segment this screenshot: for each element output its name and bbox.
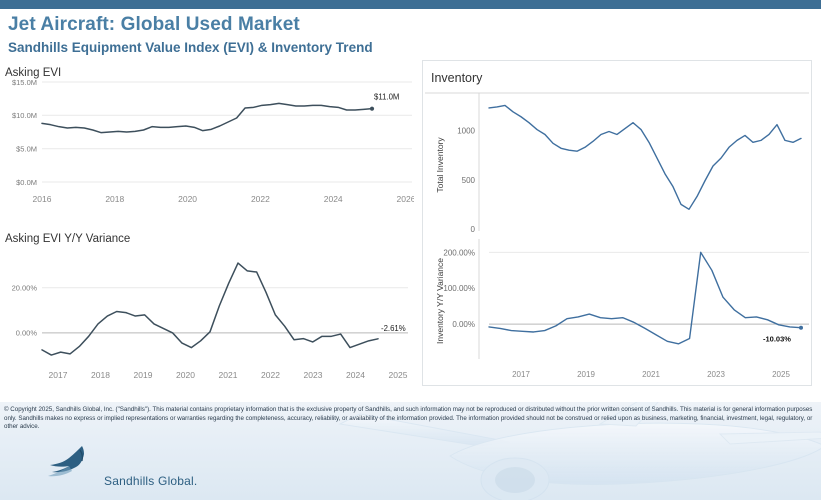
panel-asking-evi-variance: Asking EVI Y/Y Variance 0.00% 20.00% -2.6… (0, 232, 414, 387)
svg-text:20.00%: 20.00% (12, 284, 38, 293)
crane-bird-icon (48, 446, 84, 477)
svg-text:500: 500 (462, 176, 476, 185)
logo-text: Sandhills Global. (104, 474, 198, 488)
chart-title-asking-evi: Asking EVI (5, 67, 62, 79)
copyright-text: © Copyright 2025, Sandhills Global, Inc.… (4, 406, 813, 431)
svg-text:$10.0M: $10.0M (12, 111, 37, 120)
chart-asking-evi-variance: 0.00% 20.00% -2.61% 2017 2018 2019 2020 2021 2… (12, 262, 408, 380)
svg-text:2016: 2016 (33, 194, 52, 204)
svg-text:2021: 2021 (219, 370, 238, 380)
data-label-asking-evi-variance: -2.61% (381, 324, 406, 333)
chart-asking-evi: $0.0M $5.0M $10.0M $15.0M $11.0M 2016 2018 20… (12, 78, 414, 204)
data-label-inventory-variance: -10.03% (763, 335, 791, 344)
panel-asking-evi: Asking EVI $0.0M $5.0M $10.0M $15.0M $11.0M… (0, 64, 414, 229)
sandhills-logo: Sandhills Global. (38, 444, 238, 496)
svg-text:100.00%: 100.00% (443, 284, 475, 293)
svg-text:0.00%: 0.00% (16, 329, 38, 338)
svg-text:0: 0 (471, 225, 476, 234)
svg-text:2020: 2020 (176, 370, 195, 380)
chart-title-asking-evi-variance: Asking EVI Y/Y Variance (5, 233, 131, 245)
svg-text:2021: 2021 (642, 370, 660, 379)
svg-text:$0.0M: $0.0M (16, 178, 37, 187)
svg-text:200.00%: 200.00% (443, 248, 475, 257)
svg-text:2022: 2022 (261, 370, 280, 380)
svg-text:2022: 2022 (251, 194, 270, 204)
jet-aircraft-watermark (338, 402, 821, 500)
svg-text:2024: 2024 (346, 370, 365, 380)
svg-text:2020: 2020 (178, 194, 197, 204)
svg-text:2025: 2025 (772, 370, 790, 379)
footer: © Copyright 2025, Sandhills Global, Inc.… (0, 402, 821, 500)
svg-text:2019: 2019 (134, 370, 153, 380)
svg-text:2025: 2025 (389, 370, 408, 380)
page-subtitle: Sandhills Equipment Value Index (EVI) & … (8, 40, 373, 55)
svg-text:1000: 1000 (457, 127, 475, 136)
svg-text:2023: 2023 (304, 370, 323, 380)
page-title: Jet Aircraft: Global Used Market (8, 14, 300, 35)
svg-text:$5.0M: $5.0M (16, 145, 37, 154)
svg-text:2019: 2019 (577, 370, 595, 379)
svg-text:$15.0M: $15.0M (12, 78, 37, 87)
svg-text:2026: 2026 (397, 194, 414, 204)
panel-inventory: Inventory 0 500 1000 Total Inventory 0.00%… (422, 60, 812, 386)
svg-text:2024: 2024 (324, 194, 343, 204)
subchart-total-inventory: 0 500 1000 Total Inventory (423, 91, 811, 239)
top-accent-bar (0, 0, 821, 9)
svg-text:2023: 2023 (707, 370, 725, 379)
axis-title-inventory-variance: Inventory Y/Y Variance (435, 258, 445, 344)
data-label-asking-evi: $11.0M (374, 93, 399, 102)
svg-text:2017: 2017 (49, 370, 68, 380)
chart-title-inventory: Inventory (431, 71, 483, 85)
axis-title-total-inventory: Total Inventory (435, 137, 445, 193)
svg-text:2018: 2018 (91, 370, 110, 380)
svg-text:2018: 2018 (105, 194, 124, 204)
svg-text:2017: 2017 (512, 370, 530, 379)
subchart-inventory-variance: 0.00% 100.00% 200.00% Inventory Y/Y Varian… (423, 239, 811, 385)
svg-text:0.00%: 0.00% (452, 320, 475, 329)
